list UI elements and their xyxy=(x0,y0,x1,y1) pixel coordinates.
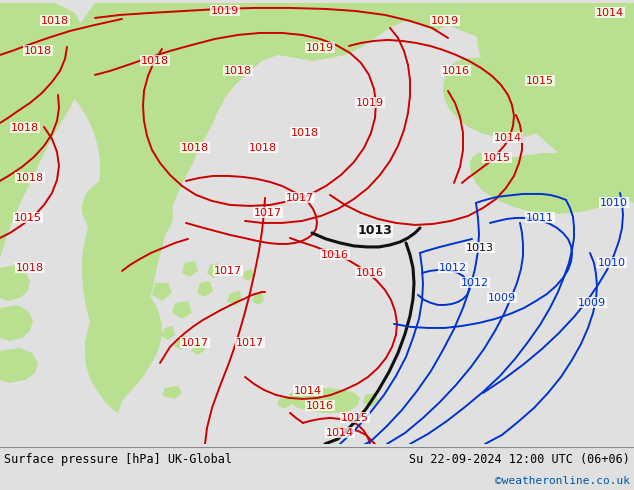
Polygon shape xyxy=(0,348,38,383)
Text: 1014: 1014 xyxy=(494,133,522,143)
Text: 1015: 1015 xyxy=(526,76,554,86)
Text: 1014: 1014 xyxy=(596,8,624,18)
Polygon shape xyxy=(162,386,182,399)
Text: 1017: 1017 xyxy=(286,193,314,203)
Text: 1018: 1018 xyxy=(16,173,44,183)
Text: 1012: 1012 xyxy=(439,263,467,273)
Text: 1018: 1018 xyxy=(291,128,319,138)
Text: ©weatheronline.co.uk: ©weatheronline.co.uk xyxy=(495,476,630,486)
Polygon shape xyxy=(470,152,622,214)
Polygon shape xyxy=(0,3,90,258)
Text: 1018: 1018 xyxy=(24,46,52,56)
Text: Su 22-09-2024 12:00 UTC (06+06): Su 22-09-2024 12:00 UTC (06+06) xyxy=(409,453,630,466)
Text: Surface pressure [hPa] UK-Global: Surface pressure [hPa] UK-Global xyxy=(4,453,232,466)
Text: 1017: 1017 xyxy=(181,338,209,348)
Text: 1019: 1019 xyxy=(211,6,239,16)
Polygon shape xyxy=(363,393,378,407)
Polygon shape xyxy=(182,261,198,277)
Polygon shape xyxy=(0,3,18,21)
Text: 1015: 1015 xyxy=(483,153,511,163)
Text: 1009: 1009 xyxy=(488,293,516,303)
Polygon shape xyxy=(252,291,264,305)
Polygon shape xyxy=(227,291,242,306)
Text: 1015: 1015 xyxy=(341,413,369,423)
Text: 1017: 1017 xyxy=(236,338,264,348)
Polygon shape xyxy=(207,263,220,278)
Text: 1019: 1019 xyxy=(431,16,459,26)
Polygon shape xyxy=(132,296,147,310)
Text: 1018: 1018 xyxy=(11,123,39,133)
Text: 1018: 1018 xyxy=(141,56,169,66)
Polygon shape xyxy=(0,265,30,301)
Polygon shape xyxy=(172,301,192,319)
Polygon shape xyxy=(288,388,360,413)
Text: 1018: 1018 xyxy=(41,16,69,26)
Polygon shape xyxy=(0,305,33,341)
Text: 1018: 1018 xyxy=(249,143,277,153)
Polygon shape xyxy=(107,316,122,330)
Polygon shape xyxy=(143,319,158,333)
Polygon shape xyxy=(161,326,175,340)
Text: 1019: 1019 xyxy=(306,43,334,53)
Text: 1018: 1018 xyxy=(181,143,209,153)
Text: 1014: 1014 xyxy=(294,386,322,396)
Text: 1017: 1017 xyxy=(254,208,282,218)
Text: 1009: 1009 xyxy=(578,298,606,308)
Polygon shape xyxy=(174,336,188,350)
Text: 1016: 1016 xyxy=(321,250,349,260)
Text: 1015: 1015 xyxy=(14,213,42,223)
Text: 1012: 1012 xyxy=(461,278,489,288)
Text: 1017: 1017 xyxy=(214,266,242,276)
Text: 1019: 1019 xyxy=(356,98,384,108)
Text: 1010: 1010 xyxy=(598,258,626,268)
Text: 1016: 1016 xyxy=(356,268,384,278)
Polygon shape xyxy=(82,177,173,413)
Text: 1016: 1016 xyxy=(306,401,334,411)
Text: 1016: 1016 xyxy=(442,66,470,76)
Text: 1013: 1013 xyxy=(358,224,392,238)
Text: 1018: 1018 xyxy=(16,263,44,273)
Text: 1013: 1013 xyxy=(466,243,494,253)
Polygon shape xyxy=(277,396,292,409)
Text: 1018: 1018 xyxy=(224,66,252,76)
Polygon shape xyxy=(443,51,582,138)
Polygon shape xyxy=(477,3,634,203)
Polygon shape xyxy=(152,283,172,301)
Polygon shape xyxy=(510,3,634,83)
Polygon shape xyxy=(197,281,213,297)
Text: 1014: 1014 xyxy=(326,428,354,438)
Polygon shape xyxy=(115,341,129,355)
Polygon shape xyxy=(45,3,634,401)
Text: 1010: 1010 xyxy=(600,198,628,208)
Text: 1011: 1011 xyxy=(526,213,554,223)
Polygon shape xyxy=(242,269,254,281)
Polygon shape xyxy=(191,341,205,355)
